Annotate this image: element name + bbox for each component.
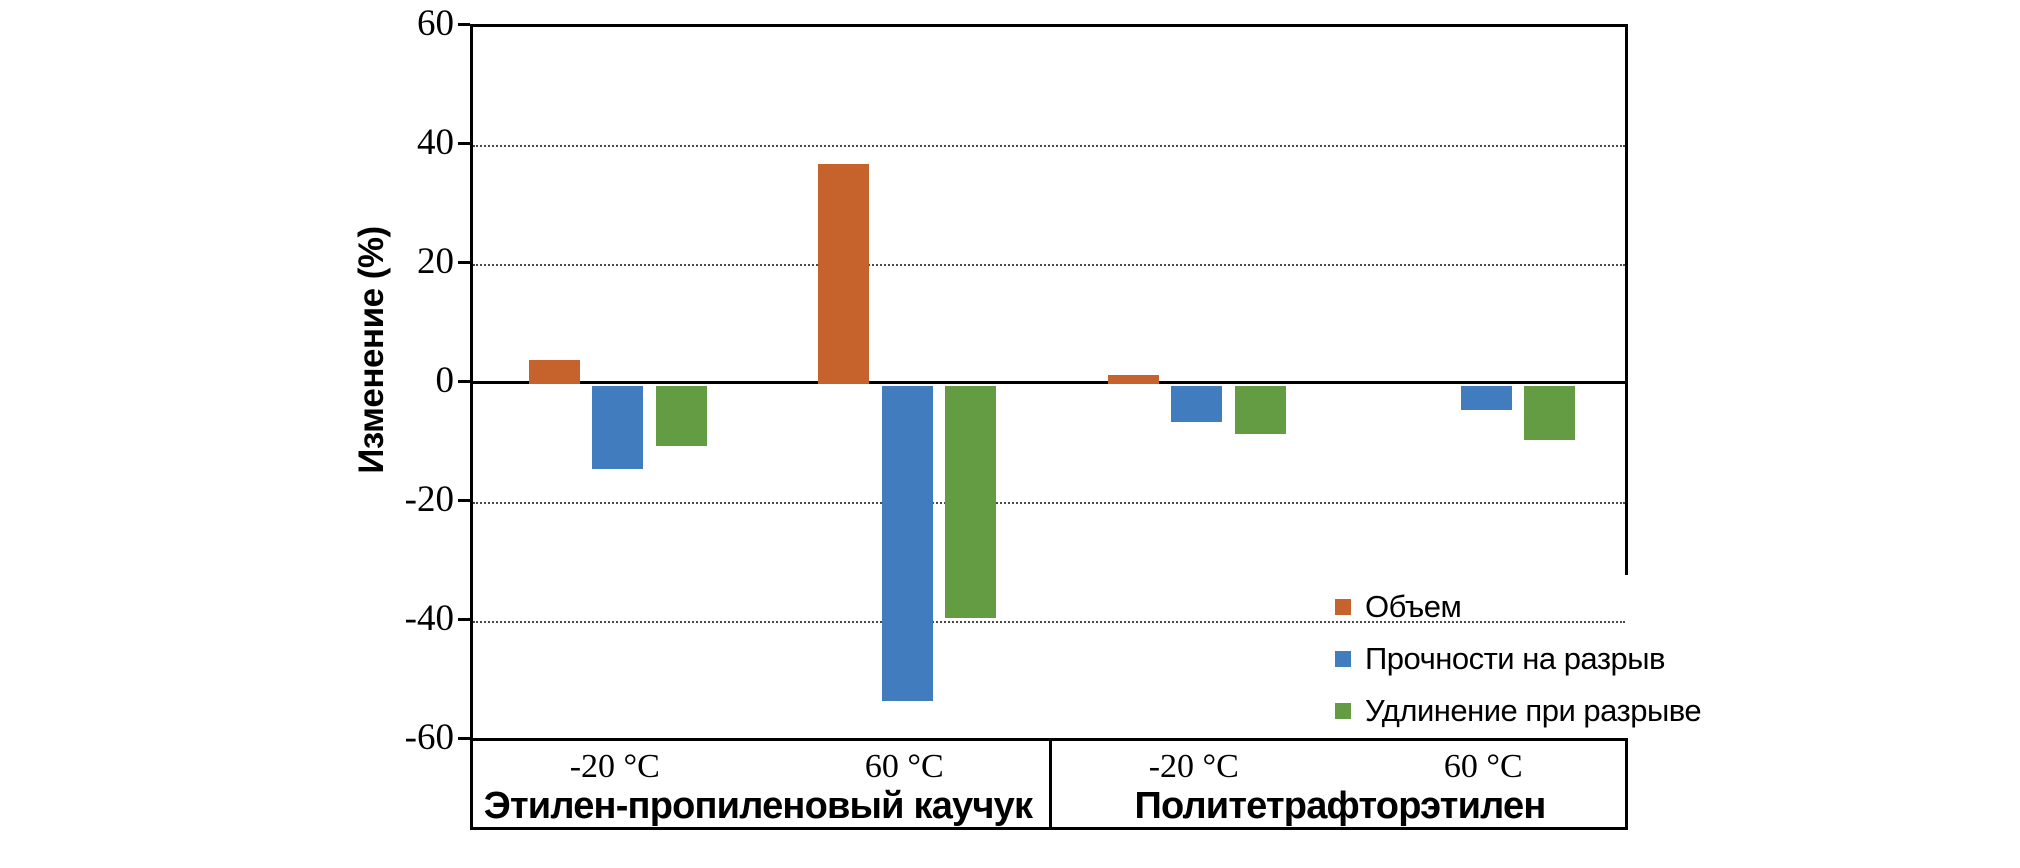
x-axis-category-table: -20 °C 60 °C Этилен-пропиленовый каучук -20…	[470, 738, 1628, 830]
temp-label--20 °C: -20 °C	[569, 748, 660, 785]
bar-Объем-Этилен-пропиленовый каучук / 60 °C	[818, 163, 870, 384]
zero-line	[473, 381, 1625, 384]
gridline--40	[473, 621, 1625, 623]
y-tick-label-60: 60	[417, 3, 454, 44]
legend-item: Прочности на разрыв	[1335, 633, 1666, 685]
y-tick-mark--40	[458, 618, 470, 621]
gridline-40	[473, 145, 1625, 147]
temp-label-60 °C: 60 °C	[864, 748, 944, 785]
gridline-20	[473, 264, 1625, 266]
plot-area: Объем Прочности на разрыв Удлинение при ра…	[470, 24, 1702, 743]
y-tick-label-40: 40	[417, 122, 454, 163]
legend: Объем Прочности на разрыв Удлинение при ра…	[1311, 575, 1702, 743]
legend-label: Удлинение при разрыве	[1365, 693, 1702, 728]
legend-item: Объем	[1335, 581, 1628, 633]
y-tick-label-20: 20	[417, 241, 454, 282]
bar-Объем-Политетрафторэтилен / -20 °C	[1107, 375, 1159, 384]
legend-swatch-icon	[1335, 703, 1351, 719]
bar-Удлинение при разрыве-Этилен-пропиленовый каучук / -20 °C	[655, 386, 707, 446]
legend-label: Прочности на разрыв	[1365, 641, 1666, 676]
group-label-Политетрафторэтилен: Политетрафторэтилен	[1134, 785, 1546, 827]
temp-label--20 °C: -20 °C	[1148, 748, 1239, 785]
bar-Удлинение при разрыве-Политетрафторэтилен / -20 °C	[1234, 386, 1286, 434]
y-tick-label--40: -40	[404, 598, 454, 639]
legend-swatch-icon	[1335, 651, 1351, 667]
bar-Прочности на разрыв-Этилен-пропиленовый каучук / 60 °C	[881, 386, 933, 702]
group-divider-line	[1049, 741, 1052, 827]
y-tick-mark-60	[458, 23, 470, 26]
legend-swatch-icon	[1335, 599, 1351, 615]
bar-Прочности на разрыв-Этилен-пропиленовый каучук / -20 °C	[592, 386, 644, 470]
y-tick-mark-0	[458, 380, 470, 383]
legend-item: Удлинение при разрыве	[1335, 685, 1702, 737]
y-tick-mark-40	[458, 142, 470, 145]
y-tick-mark--60	[458, 737, 470, 740]
bar-Удлинение при разрыве-Политетрафторэтилен / 60 °C	[1524, 386, 1576, 440]
bar-Объем-Этилен-пропиленовый каучук / -20 °C	[528, 360, 580, 384]
temp-label-60 °C: 60 °C	[1443, 748, 1523, 785]
y-tick-label--60: -60	[404, 717, 454, 758]
legend-label: Объем	[1365, 589, 1462, 624]
bar-Прочности на разрыв-Политетрафторэтилен / -20 °C	[1171, 386, 1223, 422]
y-tick-label-0: 0	[435, 360, 455, 401]
y-tick-mark-20	[458, 261, 470, 264]
y-tick-mark--20	[458, 499, 470, 502]
y-tick-label--20: -20	[404, 479, 454, 520]
gridline--20	[473, 502, 1625, 504]
bar-Удлинение при разрыве-Этилен-пропиленовый каучук / 60 °C	[945, 386, 997, 619]
bar-Прочности на разрыв-Политетрафторэтилен / 60 °C	[1460, 386, 1512, 410]
group-label-Этилен-пропиленовый каучук: Этилен-пропиленовый каучук	[483, 785, 1033, 827]
